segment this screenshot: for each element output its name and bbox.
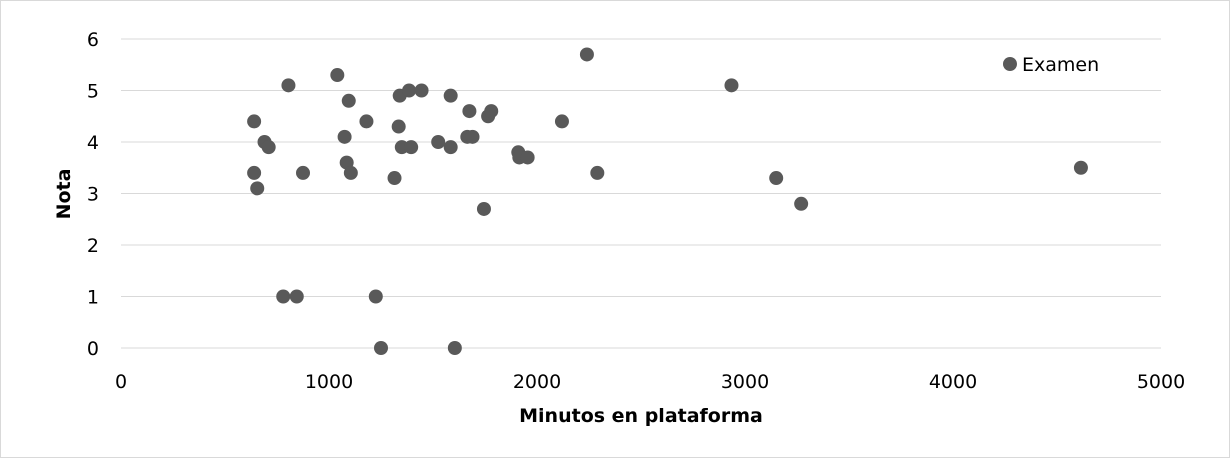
data-point [769, 171, 784, 186]
data-point [391, 119, 406, 134]
data-point [281, 78, 296, 93]
gridlines [121, 38, 1161, 349]
data-point [368, 289, 383, 304]
data-point [247, 114, 262, 129]
data-point [462, 104, 477, 119]
y-tick-label: 0 [87, 338, 99, 360]
x-axis-title: Minutos en plataforma [519, 405, 763, 427]
data-point [250, 181, 265, 196]
legend-marker [1003, 57, 1017, 71]
data-point [414, 83, 429, 98]
x-tick-label: 4000 [929, 371, 977, 393]
data-point [520, 150, 535, 165]
data-point [476, 201, 491, 216]
x-axis-ticks: 0 1000 2000 3000 4000 5000 [115, 371, 1185, 393]
data-point [330, 68, 345, 83]
data-point [247, 165, 262, 180]
data-point [443, 140, 458, 155]
data-point [579, 47, 594, 62]
data-point [724, 78, 739, 93]
x-tick-label: 3000 [721, 371, 769, 393]
x-tick-label: 5000 [1137, 371, 1185, 393]
y-tick-label: 2 [87, 235, 99, 257]
data-point [794, 196, 809, 211]
data-point [289, 289, 304, 304]
data-point [443, 88, 458, 103]
data-point [387, 171, 402, 186]
data-point [341, 93, 356, 108]
data-point [554, 114, 569, 129]
y-axis-ticks: 0 1 2 3 4 5 6 [87, 29, 99, 360]
data-point [359, 114, 374, 129]
y-tick-label: 3 [87, 184, 99, 206]
x-tick-label: 2000 [513, 371, 561, 393]
y-tick-label: 5 [87, 81, 99, 103]
data-point [484, 104, 499, 119]
data-points [247, 47, 1088, 355]
y-tick-label: 4 [87, 132, 99, 154]
data-point [337, 129, 352, 144]
data-point [431, 135, 446, 149]
data-point [404, 140, 419, 155]
legend: Examen [1003, 54, 1099, 76]
y-tick-label: 6 [87, 29, 99, 51]
legend-label: Examen [1022, 54, 1099, 76]
data-point [343, 165, 358, 180]
data-point [590, 165, 605, 180]
y-tick-label: 1 [87, 287, 99, 309]
x-tick-label: 0 [115, 371, 127, 393]
x-tick-label: 1000 [305, 371, 353, 393]
data-point [402, 83, 417, 98]
data-point [276, 289, 291, 304]
data-point [296, 165, 310, 180]
data-point [374, 341, 388, 355]
data-point [465, 129, 480, 144]
data-point [447, 341, 462, 355]
y-axis-title: Nota [53, 169, 75, 220]
data-point [1073, 160, 1088, 175]
data-point [261, 140, 276, 155]
